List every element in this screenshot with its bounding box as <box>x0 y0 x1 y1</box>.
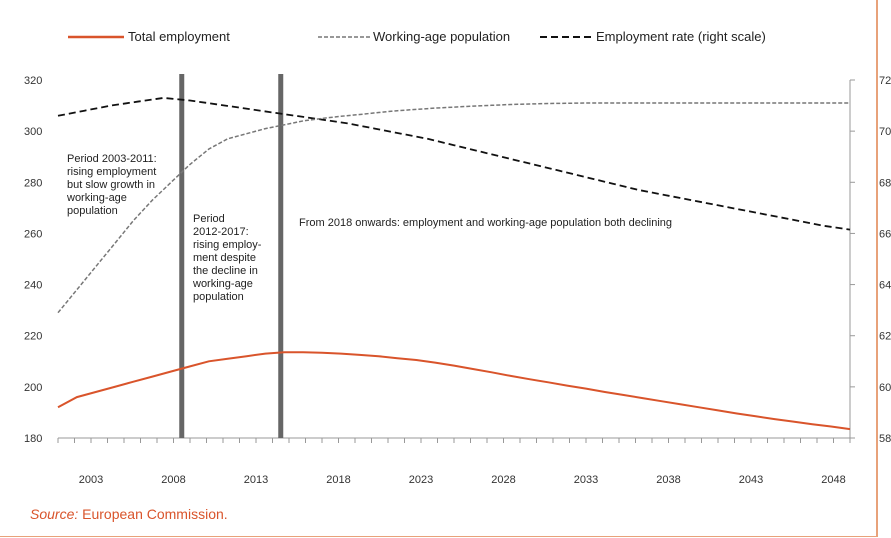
y-left-tick-label: 180 <box>24 433 42 445</box>
annotation-line: the decline in <box>193 265 258 277</box>
x-tick-label: 2033 <box>574 474 598 486</box>
source-text: European Commission. <box>78 506 228 522</box>
x-tick-label: 2023 <box>409 474 433 486</box>
annotation-line: population <box>67 205 118 217</box>
legend-label-employment-rate: Employment rate (right scale) <box>596 29 766 44</box>
x-tick-label: 2013 <box>244 474 268 486</box>
annotation-from-2018: From 2018 onwards: employment and workin… <box>299 217 672 229</box>
y-right-tick-label: 70 <box>879 126 891 138</box>
series-line-employment-rate <box>57 96 851 231</box>
y-right-tick-label: 72 <box>879 75 891 87</box>
source-label: Source: <box>30 506 79 522</box>
y-right-tick-label: 66 <box>879 228 891 240</box>
annotation-line: Period <box>193 213 225 225</box>
annotation-line: 2012-2017: <box>193 226 249 238</box>
y-axis-right-ticks: 58 60 62 64 66 68 70 72 <box>850 75 891 445</box>
annotation-line: population <box>193 291 244 303</box>
y-right-tick-label: 60 <box>879 382 891 394</box>
y-axis-left-ticks: 180 200 220 240 260 280 300 320 <box>24 75 42 445</box>
y-left-tick-label: 320 <box>24 75 42 87</box>
x-tick-label: 2048 <box>821 474 845 486</box>
annotation-line: working-age <box>192 278 253 290</box>
annotation-line: From 2018 onwards: employment and workin… <box>299 217 672 229</box>
y-left-tick-label: 280 <box>24 177 42 189</box>
x-tick-label: 2043 <box>739 474 763 486</box>
y-left-tick-label: 200 <box>24 382 42 394</box>
series-line-working-age-population <box>57 102 850 314</box>
y-left-tick-label: 240 <box>24 280 42 292</box>
annotation-period-2003-2011: Period 2003-2011: rising employment but … <box>66 153 160 217</box>
period-markers <box>179 74 284 438</box>
x-tick-label: 2028 <box>491 474 515 486</box>
annotation-line: rising employment <box>67 166 156 178</box>
y-left-tick-label: 260 <box>24 228 42 240</box>
annotation-line: Period 2003-2011: <box>67 153 157 165</box>
y-right-tick-label: 68 <box>879 177 891 189</box>
annotation-period-2012-2017: Period 2012-2017: rising employ- ment de… <box>192 213 265 303</box>
y-left-tick-label: 300 <box>24 126 42 138</box>
y-left-tick-label: 220 <box>24 331 42 343</box>
x-axis-ticks: 2003 2008 2013 2018 2023 2028 2033 2038 2043 2048 <box>57 438 851 486</box>
annotation-line: working-age <box>66 192 127 204</box>
x-tick-label: 2018 <box>326 474 350 486</box>
series-line-total-employment <box>57 351 851 431</box>
x-tick-label: 2038 <box>656 474 680 486</box>
legend-label-total-employment: Total employment <box>128 29 230 44</box>
x-tick-label: 2008 <box>161 474 185 486</box>
annotation-line: but slow growth in <box>67 179 155 191</box>
legend: Total employment Working-age population … <box>68 29 766 44</box>
y-right-tick-label: 64 <box>879 280 891 292</box>
y-right-tick-label: 62 <box>879 331 891 343</box>
legend-label-working-age-population: Working-age population <box>373 29 510 44</box>
source-note: Source: European Commission. <box>30 506 228 522</box>
y-right-tick-label: 58 <box>879 433 891 445</box>
annotation-line: ment despite <box>193 252 256 264</box>
x-tick-label: 2003 <box>79 474 103 486</box>
annotation-line: rising employ- <box>193 239 262 251</box>
